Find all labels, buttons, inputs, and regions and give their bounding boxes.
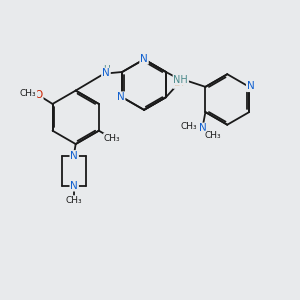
Text: N: N xyxy=(102,68,110,79)
Text: NH: NH xyxy=(173,75,188,85)
Text: N: N xyxy=(199,124,206,134)
Text: N: N xyxy=(117,92,124,102)
Text: Br: Br xyxy=(174,78,185,88)
Text: CH₃: CH₃ xyxy=(66,196,82,205)
Text: N: N xyxy=(140,54,148,64)
Text: CH₃: CH₃ xyxy=(20,89,37,98)
Text: CH₃: CH₃ xyxy=(104,134,121,142)
Text: H: H xyxy=(103,64,110,74)
Text: N: N xyxy=(70,151,78,161)
Text: O: O xyxy=(34,90,43,100)
Text: CH₃: CH₃ xyxy=(205,131,221,140)
Text: CH₃: CH₃ xyxy=(181,122,197,131)
Text: N: N xyxy=(247,81,254,91)
Text: N: N xyxy=(70,181,78,191)
